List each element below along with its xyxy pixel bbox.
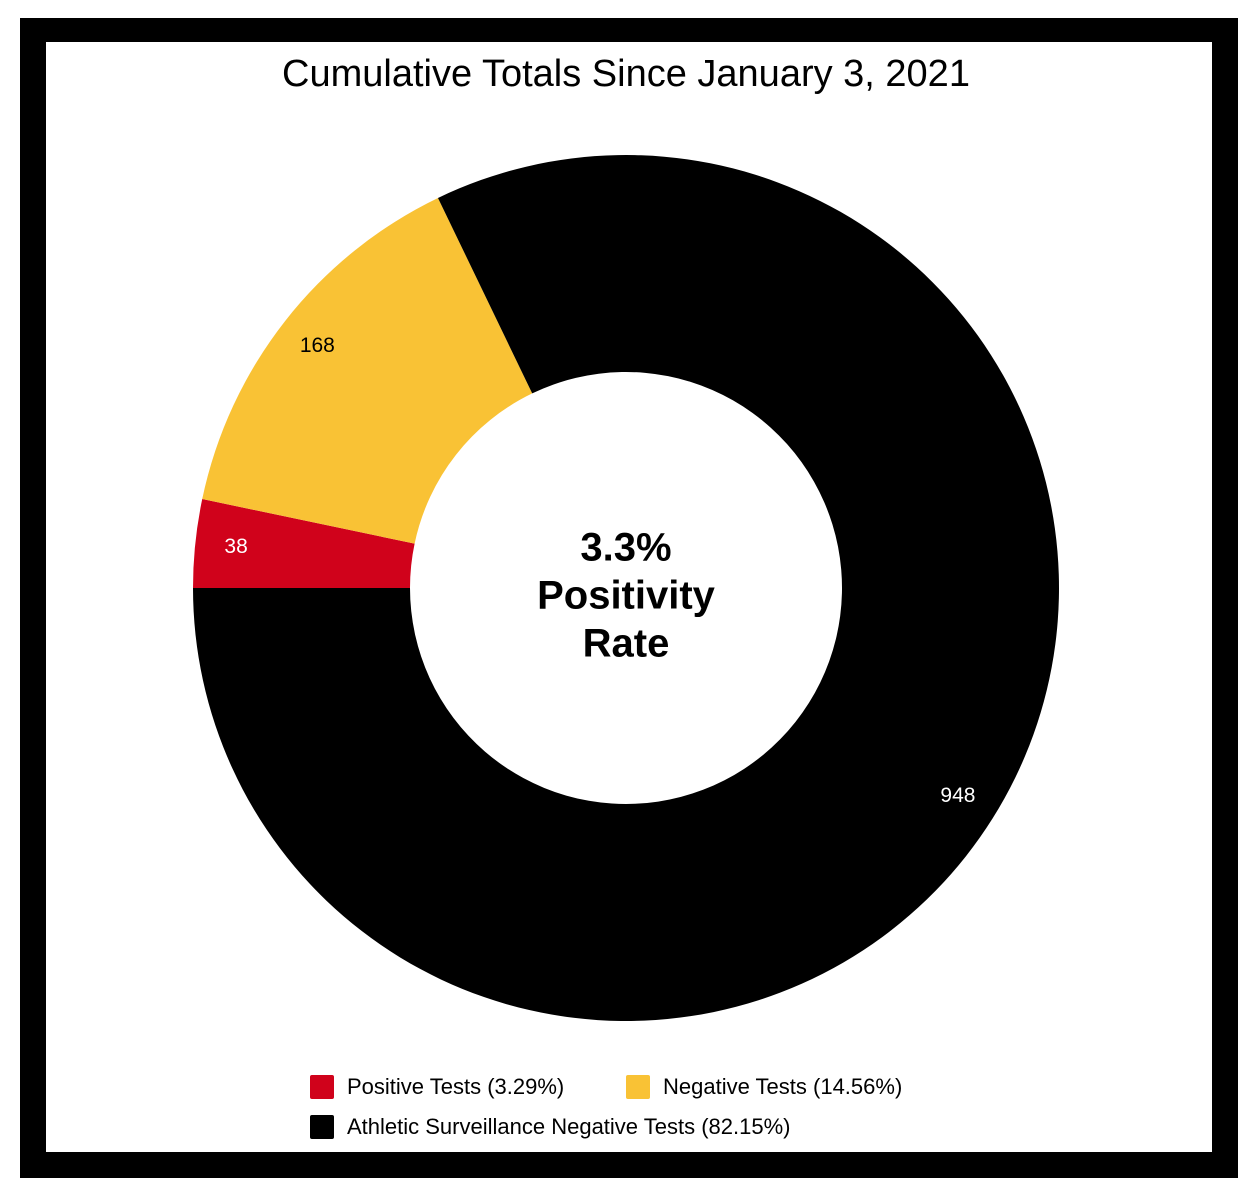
legend-swatch [626,1075,650,1099]
legend-swatch [310,1115,334,1139]
legend-label: Positive Tests (3.29%) [347,1074,564,1099]
legend-swatch [310,1075,334,1099]
data-label: 168 [300,334,335,357]
chart-title: Cumulative Totals Since January 3, 2021 [282,53,970,95]
center-text: Rate [583,622,670,666]
center-text: Positivity [537,574,716,618]
donut-slice [193,499,415,588]
legend-label: Athletic Surveillance Negative Tests (82… [347,1114,790,1139]
donut-slice [193,154,1060,1021]
legend-label: Negative Tests (14.56%) [663,1074,902,1099]
data-label: 948 [940,784,975,807]
donut-slice [202,197,533,544]
center-text: 3.3% [580,526,671,570]
data-label: 38 [224,535,247,558]
